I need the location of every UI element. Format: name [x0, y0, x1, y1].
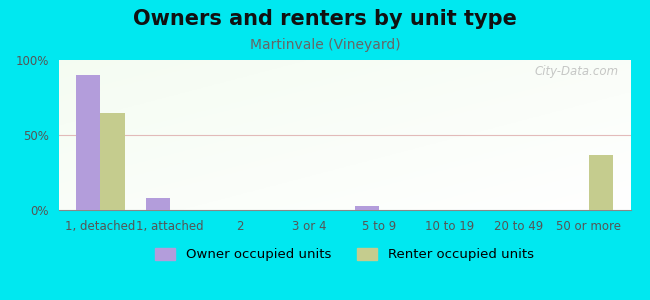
Bar — [100, 112, 125, 210]
Bar — [355, 206, 380, 210]
Text: City-Data.com: City-Data.com — [535, 64, 619, 77]
Text: Owners and renters by unit type: Owners and renters by unit type — [133, 9, 517, 29]
Text: Martinvale (Vineyard): Martinvale (Vineyard) — [250, 38, 400, 52]
Bar — [589, 154, 613, 210]
Bar — [76, 75, 100, 210]
Legend: Owner occupied units, Renter occupied units: Owner occupied units, Renter occupied un… — [150, 242, 539, 266]
Bar — [146, 198, 170, 210]
